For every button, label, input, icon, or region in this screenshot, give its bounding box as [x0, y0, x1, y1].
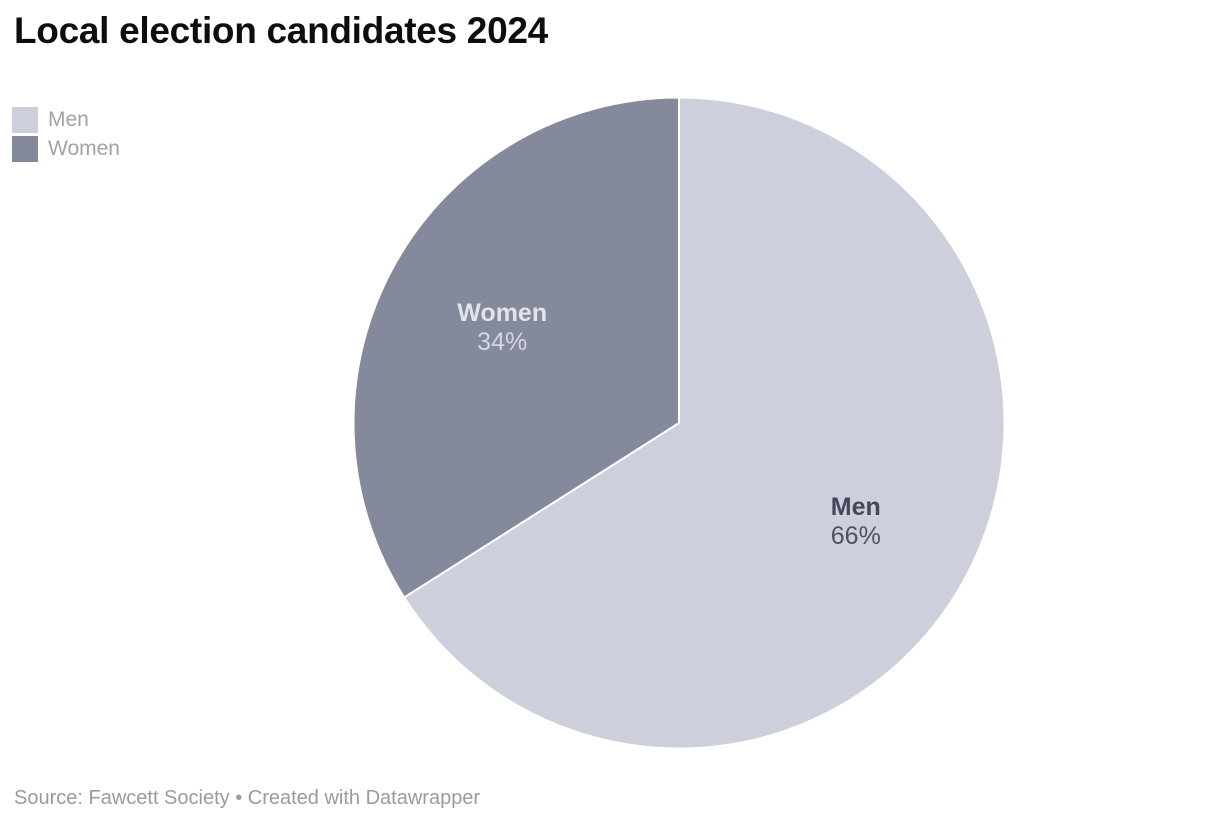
- slice-label-women: Women 34%: [457, 299, 547, 356]
- legend-swatch-men: [12, 107, 38, 133]
- slice-label-men: Men 66%: [831, 493, 881, 550]
- legend-label-men: Men: [48, 108, 89, 131]
- legend: Men Women: [12, 107, 120, 162]
- pie-slice-men: [403, 96, 1006, 750]
- legend-swatch-women: [12, 136, 38, 162]
- legend-label-women: Women: [48, 137, 120, 160]
- chart-title: Local election candidates 2024: [14, 10, 548, 51]
- legend-item-women: Women: [12, 136, 120, 162]
- source-attribution: Source: Fawcett Society • Created with D…: [14, 787, 481, 809]
- pie-slice-women: [352, 96, 680, 599]
- legend-item-men: Men: [12, 107, 120, 133]
